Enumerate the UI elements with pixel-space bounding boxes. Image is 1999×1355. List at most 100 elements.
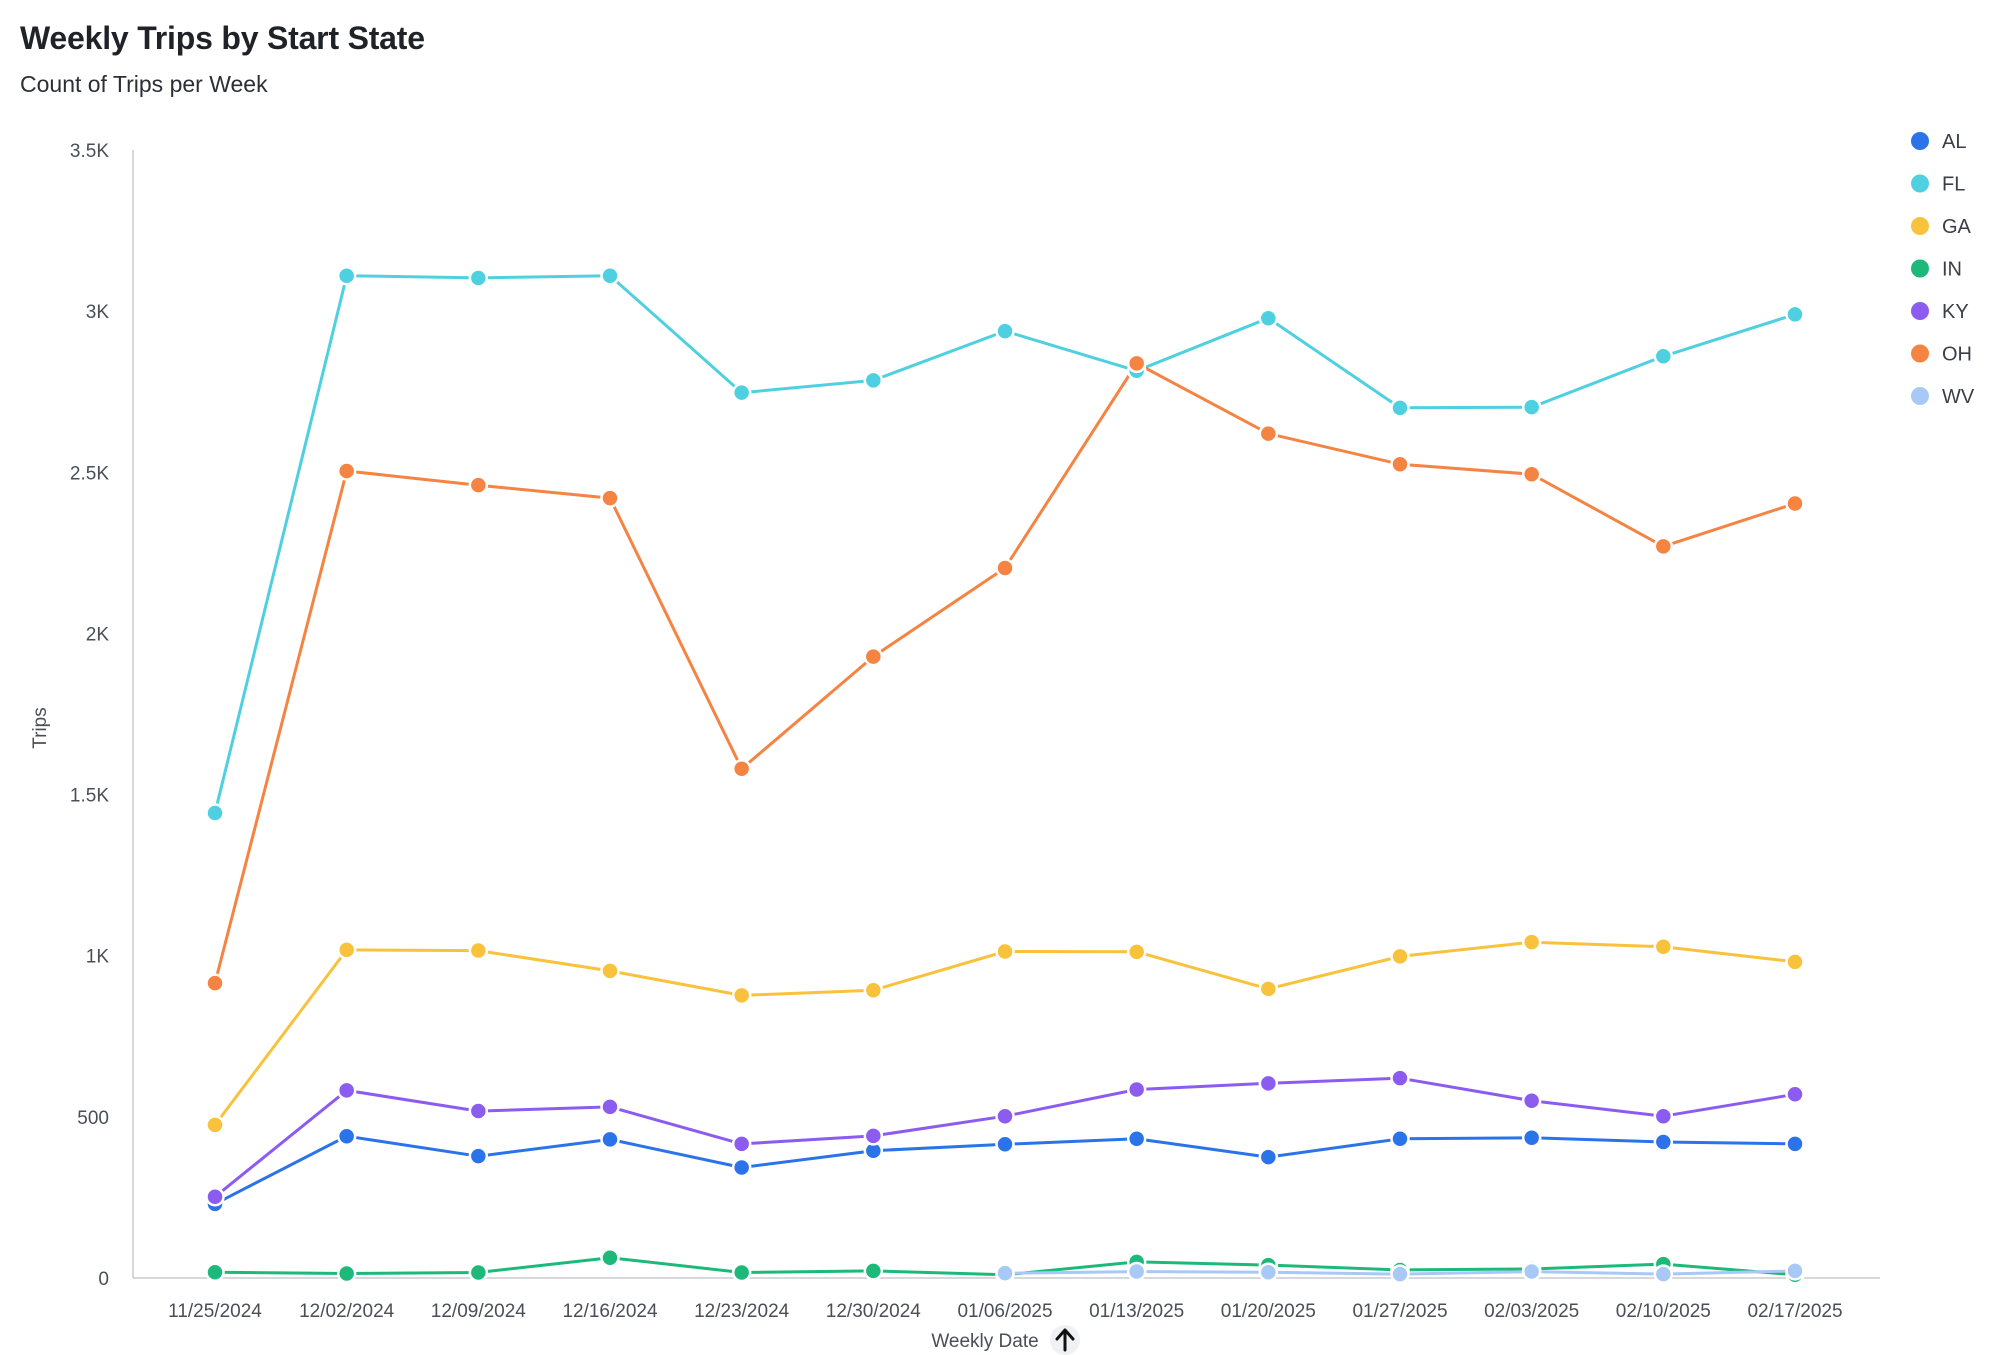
- data-point-oh[interactable]: [600, 488, 620, 508]
- data-point-oh[interactable]: [205, 973, 225, 993]
- data-point-ky[interactable]: [1521, 1090, 1542, 1111]
- legend-item-fl[interactable]: FL: [1911, 174, 1965, 196]
- data-point-ky[interactable]: [995, 1106, 1015, 1126]
- data-point-wv[interactable]: [1785, 1261, 1805, 1281]
- data-point-fl[interactable]: [336, 265, 357, 286]
- legend-item-ky[interactable]: KY: [1911, 301, 1969, 323]
- data-point-ga[interactable]: [731, 985, 752, 1006]
- data-point-wv[interactable]: [1126, 1261, 1147, 1282]
- data-point-ga[interactable]: [863, 980, 884, 1000]
- data-point-al[interactable]: [1785, 1134, 1805, 1154]
- data-point-al[interactable]: [336, 1126, 357, 1146]
- legend-swatch: [1911, 217, 1929, 235]
- data-point-wv[interactable]: [995, 1263, 1015, 1283]
- data-point-al[interactable]: [1390, 1129, 1410, 1149]
- data-point-wv[interactable]: [1521, 1261, 1542, 1282]
- legend-swatch: [1911, 302, 1929, 320]
- data-point-al[interactable]: [1126, 1129, 1147, 1149]
- data-point-ga[interactable]: [1785, 952, 1805, 972]
- legend-item-al[interactable]: AL: [1911, 131, 1966, 153]
- data-point-al[interactable]: [731, 1157, 752, 1178]
- data-point-fl[interactable]: [1258, 308, 1279, 328]
- data-point-fl[interactable]: [468, 268, 489, 288]
- data-point-oh[interactable]: [1126, 353, 1147, 374]
- data-point-ky[interactable]: [1785, 1084, 1805, 1105]
- x-tick-label: 12/16/2024: [562, 1301, 658, 1322]
- data-point-ga[interactable]: [600, 961, 620, 981]
- data-point-in[interactable]: [468, 1262, 489, 1283]
- data-point-in[interactable]: [205, 1262, 225, 1282]
- data-point-ga[interactable]: [995, 941, 1015, 962]
- data-point-al[interactable]: [1653, 1132, 1674, 1152]
- data-point-wv[interactable]: [1258, 1262, 1279, 1282]
- data-point-oh[interactable]: [1390, 454, 1410, 474]
- data-point-ky[interactable]: [1126, 1079, 1147, 1100]
- legend-item-oh[interactable]: OH: [1911, 344, 1972, 366]
- data-point-ga[interactable]: [1126, 942, 1147, 962]
- data-point-fl[interactable]: [1653, 346, 1674, 367]
- y-tick-label: 0: [98, 1269, 109, 1290]
- data-point-ky[interactable]: [1258, 1073, 1279, 1094]
- data-point-fl[interactable]: [1785, 304, 1805, 325]
- data-point-ga[interactable]: [336, 940, 357, 960]
- y-tick-label: 2K: [86, 624, 110, 645]
- x-tick-label: 01/27/2025: [1352, 1301, 1447, 1322]
- y-axis-title: Trips: [30, 707, 51, 749]
- y-tick-label: 3.5K: [70, 141, 109, 162]
- legend-item-in[interactable]: IN: [1911, 259, 1962, 281]
- data-point-ky[interactable]: [731, 1134, 752, 1154]
- data-point-fl[interactable]: [600, 265, 620, 286]
- data-point-fl[interactable]: [1390, 398, 1410, 418]
- data-point-ga[interactable]: [205, 1115, 225, 1135]
- data-point-al[interactable]: [995, 1134, 1015, 1155]
- data-point-al[interactable]: [468, 1146, 489, 1166]
- data-point-ga[interactable]: [1390, 946, 1410, 967]
- data-point-ky[interactable]: [863, 1126, 884, 1146]
- data-point-oh[interactable]: [1258, 423, 1279, 444]
- sort-button[interactable]: [1050, 1325, 1080, 1355]
- data-point-oh[interactable]: [1785, 493, 1805, 514]
- data-point-in[interactable]: [600, 1247, 620, 1268]
- legend-item-ga[interactable]: GA: [1911, 216, 1972, 238]
- arrow-up-icon: [1055, 1328, 1075, 1352]
- data-point-oh[interactable]: [731, 759, 752, 779]
- y-tick-label: 3K: [86, 302, 110, 323]
- legend-item-wv[interactable]: WV: [1911, 386, 1975, 408]
- data-point-oh[interactable]: [1521, 464, 1542, 484]
- y-tick-label: 500: [77, 1108, 109, 1129]
- data-point-al[interactable]: [1521, 1128, 1542, 1148]
- data-point-ky[interactable]: [205, 1187, 225, 1207]
- data-point-ky[interactable]: [1390, 1068, 1410, 1088]
- data-point-fl[interactable]: [1521, 397, 1542, 417]
- data-point-ga[interactable]: [1521, 932, 1542, 952]
- data-point-ky[interactable]: [1653, 1106, 1674, 1126]
- data-point-in[interactable]: [863, 1261, 884, 1281]
- data-point-ky[interactable]: [336, 1080, 357, 1101]
- data-point-in[interactable]: [336, 1263, 357, 1284]
- legend-label: OH: [1942, 344, 1972, 366]
- data-point-in[interactable]: [731, 1262, 752, 1283]
- series-line-fl: [213, 274, 1796, 814]
- data-point-wv[interactable]: [1390, 1264, 1410, 1284]
- data-point-al[interactable]: [600, 1129, 620, 1150]
- data-point-oh[interactable]: [468, 475, 489, 495]
- data-point-ky[interactable]: [600, 1097, 620, 1117]
- data-point-oh[interactable]: [995, 558, 1015, 578]
- legend[interactable]: AL FL GA IN KY OH WV: [1911, 131, 1975, 408]
- data-point-oh[interactable]: [336, 461, 357, 481]
- data-point-wv[interactable]: [1653, 1264, 1674, 1284]
- data-point-oh[interactable]: [863, 646, 884, 667]
- data-point-al[interactable]: [1258, 1147, 1279, 1167]
- data-point-ky[interactable]: [468, 1101, 489, 1121]
- x-tick-label: 12/30/2024: [826, 1301, 922, 1322]
- data-point-fl[interactable]: [205, 803, 225, 823]
- data-point-ga[interactable]: [468, 940, 489, 961]
- data-point-fl[interactable]: [995, 321, 1015, 341]
- data-point-oh[interactable]: [1653, 536, 1674, 557]
- data-point-fl[interactable]: [863, 370, 884, 391]
- data-point-ga[interactable]: [1258, 979, 1279, 999]
- data-point-fl[interactable]: [731, 382, 752, 403]
- x-axis-title-group[interactable]: Weekly Date: [931, 1325, 1080, 1355]
- data-point-ga[interactable]: [1653, 936, 1674, 957]
